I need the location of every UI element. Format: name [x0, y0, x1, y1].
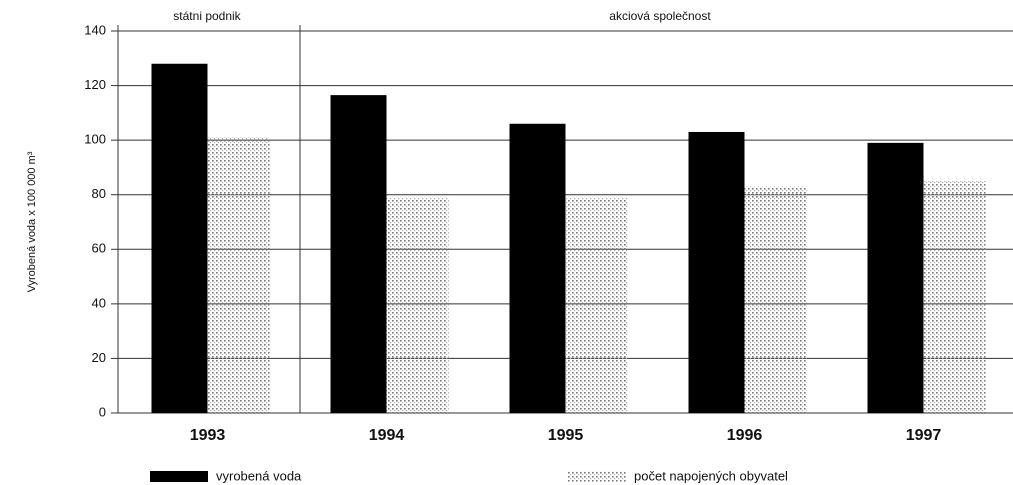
- y-axis-label: Vyrobená voda x 100 000 m³: [26, 151, 38, 292]
- y-tick-label: 0: [99, 404, 106, 419]
- legend-swatch: [568, 471, 626, 482]
- y-tick-label: 20: [92, 350, 106, 365]
- y-tick-label: 60: [92, 241, 106, 256]
- y-tick-label: 140: [84, 22, 106, 37]
- bar: [744, 186, 807, 413]
- x-tick-label: 1996: [727, 427, 763, 444]
- bar: [151, 63, 208, 413]
- bar: [688, 131, 745, 413]
- bar: [923, 181, 986, 413]
- y-tick-label: 80: [92, 186, 106, 201]
- x-tick-label: 1997: [906, 427, 942, 444]
- annotation: akciová společnost: [609, 9, 711, 23]
- bar: [386, 197, 449, 413]
- legend-label: vyrobená voda: [216, 468, 302, 483]
- x-tick-label: 1994: [369, 427, 405, 444]
- bar: [509, 123, 566, 414]
- bar: [867, 142, 924, 413]
- y-tick-label: 100: [84, 132, 106, 147]
- bar: [330, 95, 387, 413]
- bar: [565, 197, 628, 413]
- bar: [207, 137, 270, 413]
- x-tick-label: 1995: [548, 427, 584, 444]
- y-tick-label: 40: [92, 295, 106, 310]
- y-tick-label: 120: [84, 77, 106, 92]
- legend-swatch: [150, 471, 208, 482]
- x-tick-label: 1993: [190, 427, 226, 444]
- legend-label: počet napojených obyvatel: [634, 468, 788, 483]
- annotation: státni podnik: [173, 9, 241, 23]
